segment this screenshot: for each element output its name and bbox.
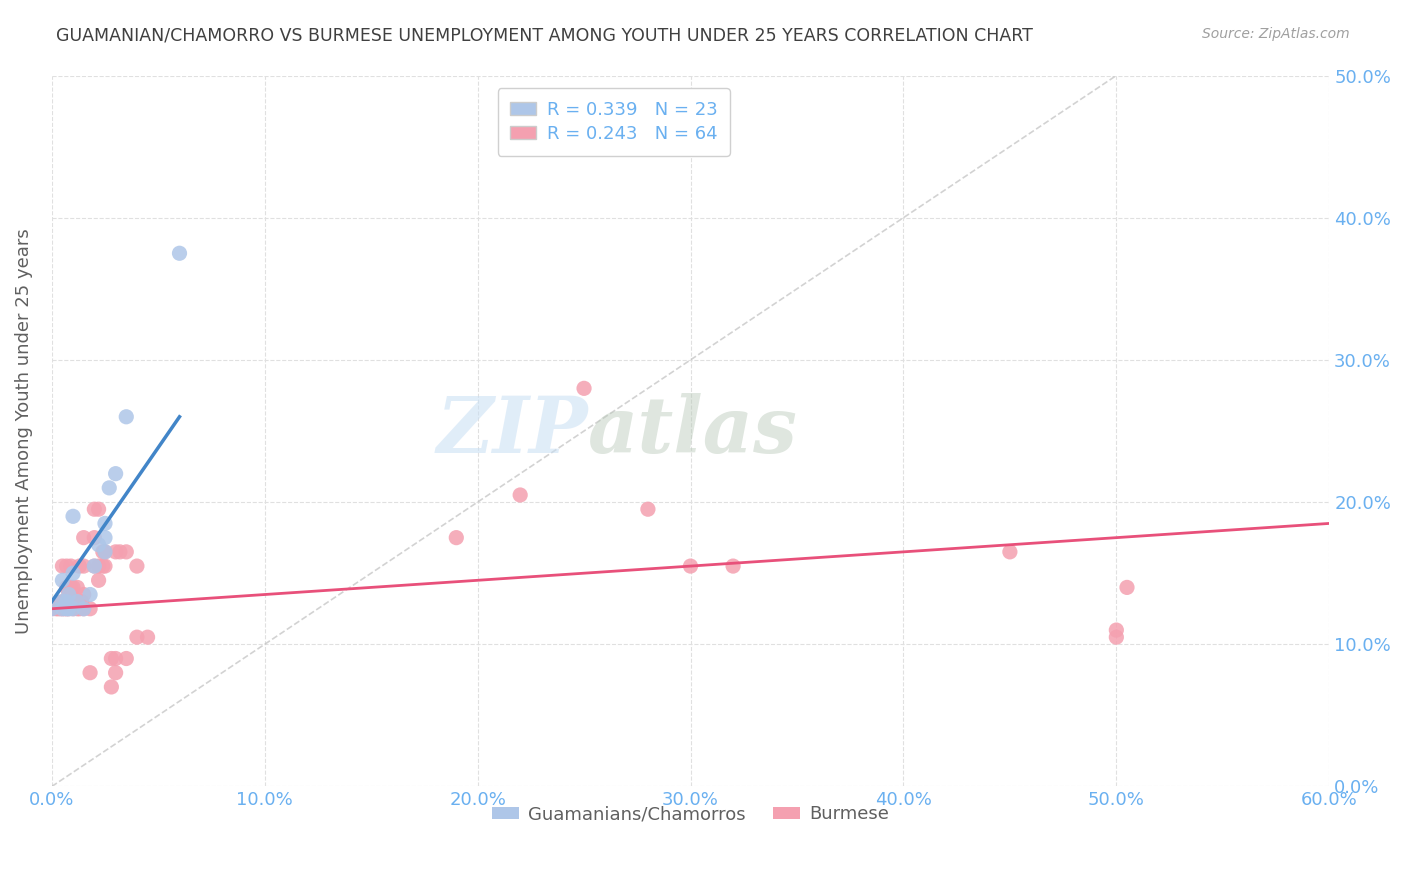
Point xyxy=(55,601,77,615)
Point xyxy=(1105,623,1128,637)
Point xyxy=(53,594,76,608)
Point xyxy=(55,594,77,608)
Point xyxy=(100,651,122,665)
Point xyxy=(79,601,101,615)
Text: atlas: atlas xyxy=(588,392,799,469)
Point xyxy=(87,538,110,552)
Point xyxy=(94,516,117,531)
Point xyxy=(91,545,114,559)
Point xyxy=(83,559,105,574)
Y-axis label: Unemployment Among Youth under 25 years: Unemployment Among Youth under 25 years xyxy=(15,228,32,634)
Point xyxy=(67,559,90,574)
Point xyxy=(572,381,595,395)
Text: GUAMANIAN/CHAMORRO VS BURMESE UNEMPLOYMENT AMONG YOUTH UNDER 25 YEARS CORRELATIO: GUAMANIAN/CHAMORRO VS BURMESE UNEMPLOYME… xyxy=(56,27,1033,45)
Point xyxy=(91,559,114,574)
Point xyxy=(73,601,96,615)
Point xyxy=(67,601,90,615)
Point xyxy=(108,545,131,559)
Point xyxy=(62,601,84,615)
Point xyxy=(58,588,80,602)
Point xyxy=(45,601,67,615)
Point xyxy=(51,574,73,588)
Point xyxy=(104,665,127,680)
Point xyxy=(73,601,96,615)
Point xyxy=(115,409,138,424)
Point xyxy=(446,531,468,545)
Point xyxy=(998,545,1021,559)
Point xyxy=(53,601,76,615)
Point xyxy=(66,594,89,608)
Text: Source: ZipAtlas.com: Source: ZipAtlas.com xyxy=(1202,27,1350,41)
Point xyxy=(62,581,84,595)
Point xyxy=(55,594,77,608)
Point xyxy=(94,545,117,559)
Point xyxy=(51,559,73,574)
Point xyxy=(58,594,80,608)
Point xyxy=(83,531,105,545)
Point xyxy=(94,545,117,559)
Point xyxy=(41,601,63,615)
Point xyxy=(94,531,117,545)
Point xyxy=(125,630,148,644)
Point xyxy=(55,601,77,615)
Point xyxy=(87,574,110,588)
Point xyxy=(1105,630,1128,644)
Point xyxy=(62,509,84,524)
Legend: Guamanians/Chamorros, Burmese: Guamanians/Chamorros, Burmese xyxy=(481,795,900,834)
Point xyxy=(51,601,73,615)
Text: ZIP: ZIP xyxy=(437,392,588,469)
Point xyxy=(62,601,84,615)
Point xyxy=(98,481,121,495)
Point xyxy=(125,559,148,574)
Point xyxy=(136,630,159,644)
Point xyxy=(104,467,127,481)
Point xyxy=(1116,581,1139,595)
Point xyxy=(58,601,80,615)
Point xyxy=(83,559,105,574)
Point xyxy=(62,566,84,581)
Point xyxy=(679,559,702,574)
Point xyxy=(509,488,531,502)
Point xyxy=(83,502,105,516)
Point xyxy=(55,581,77,595)
Point xyxy=(637,502,659,516)
Point xyxy=(87,502,110,516)
Point xyxy=(70,594,93,608)
Point xyxy=(115,545,138,559)
Point xyxy=(51,594,73,608)
Point xyxy=(104,651,127,665)
Point xyxy=(66,601,89,615)
Point xyxy=(115,651,138,665)
Point xyxy=(73,588,96,602)
Point xyxy=(55,559,77,574)
Point xyxy=(51,594,73,608)
Point xyxy=(104,545,127,559)
Point xyxy=(46,601,69,615)
Point xyxy=(73,531,96,545)
Point xyxy=(49,598,72,612)
Point xyxy=(79,665,101,680)
Point xyxy=(51,601,73,615)
Point xyxy=(100,680,122,694)
Point xyxy=(66,581,89,595)
Point xyxy=(87,559,110,574)
Point xyxy=(49,601,72,615)
Point xyxy=(169,246,191,260)
Point xyxy=(58,601,80,615)
Point xyxy=(58,588,80,602)
Point xyxy=(94,559,117,574)
Point xyxy=(79,588,101,602)
Point xyxy=(59,559,82,574)
Point xyxy=(73,559,96,574)
Point xyxy=(41,601,63,615)
Point xyxy=(62,594,84,608)
Point xyxy=(721,559,744,574)
Point xyxy=(59,581,82,595)
